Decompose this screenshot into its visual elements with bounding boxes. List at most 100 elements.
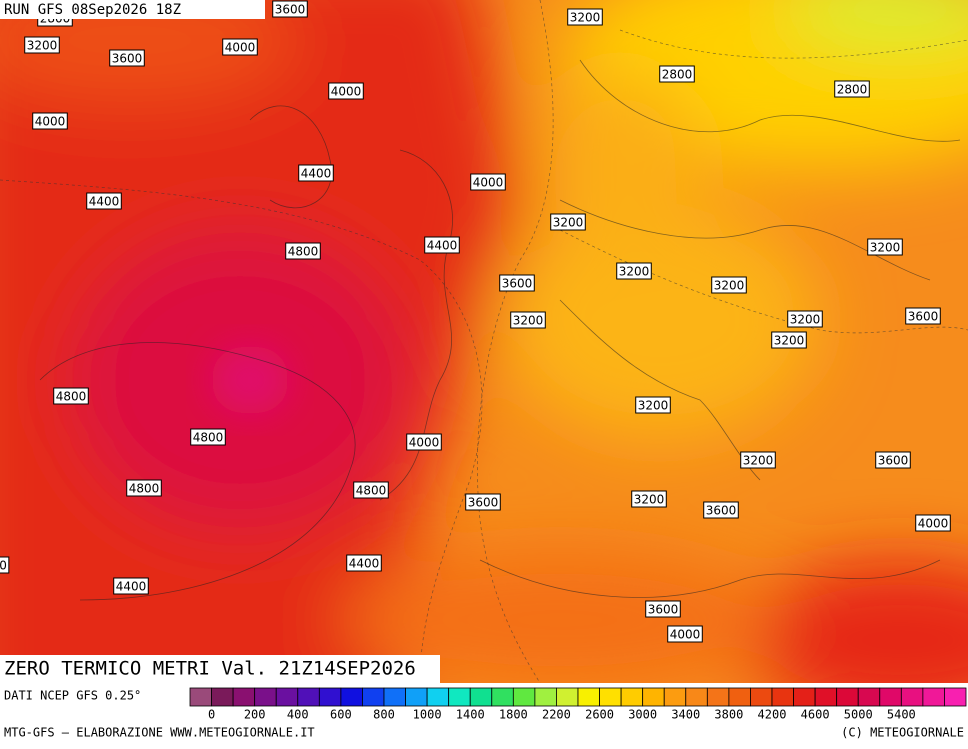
colorbar-label: 2200	[542, 708, 571, 722]
colorbar-swatch	[642, 687, 665, 707]
contour-label-box	[905, 307, 941, 325]
contour-label-text: 3200	[870, 241, 901, 255]
colorbar-label: 600	[330, 708, 352, 722]
contour-label-box	[465, 493, 501, 511]
colorbar-label: 3400	[671, 708, 700, 722]
contour-label-box	[470, 173, 506, 191]
colorbar-swatch	[599, 687, 622, 707]
contour-label-box	[126, 479, 162, 497]
contour-label: 3200	[635, 396, 671, 414]
colorbar-swatch	[750, 687, 773, 707]
contour-label-text: 3600	[502, 277, 533, 291]
contour-label: 4000	[915, 514, 951, 532]
contour-label-text: 4000	[670, 628, 701, 642]
colorbar-swatch	[211, 687, 234, 707]
colorbar-label: 4600	[801, 708, 830, 722]
contour-label: 4400	[298, 164, 334, 182]
footer-right: (C) METEOGIORNALE	[841, 726, 964, 740]
colorbar-swatch	[534, 687, 557, 707]
contour-label: 4400	[346, 554, 382, 572]
contour-label-text: 2800	[837, 83, 868, 97]
contour-label-box	[635, 396, 671, 414]
contour-label-text: 3200	[638, 399, 669, 413]
contour-label: 4000	[667, 625, 703, 643]
colorbar-swatch	[814, 687, 838, 707]
contour-label-text: 3200	[570, 11, 601, 25]
contour-label: 4400	[424, 236, 460, 254]
colorbar-swatch	[836, 687, 859, 707]
contour-label-box	[272, 0, 308, 18]
source: DATI NCEP GFS 0.25°	[4, 689, 141, 703]
contour-label: 3600	[272, 0, 308, 18]
contour-label-text: 4800	[129, 482, 160, 496]
contour-label-box	[86, 192, 122, 210]
contour-label-text: 4400	[349, 557, 380, 571]
contour-label-box	[771, 331, 807, 349]
contour-label-text: 4400	[301, 167, 332, 181]
contour-label-text: 0	[0, 559, 7, 573]
contour-label-text: 4000	[331, 85, 362, 99]
contour-label: 2800	[834, 80, 870, 98]
colorbar-label: 0	[208, 708, 215, 722]
colorbar-swatch	[405, 687, 428, 707]
contour-label-box	[32, 112, 68, 130]
colorbar-label: 400	[287, 708, 309, 722]
colorbar-swatch	[577, 687, 600, 707]
contour-label: 3600	[905, 307, 941, 325]
contour-label-box	[867, 238, 903, 256]
contour-label: 3200	[510, 311, 546, 329]
contour-label-text: 3600	[878, 454, 909, 468]
contour-label-text: 4400	[116, 580, 147, 594]
colorbar-swatch	[275, 687, 299, 707]
contour-label-text: 4000	[35, 115, 66, 129]
contour-label: 4400	[86, 192, 122, 210]
contour-label-box	[0, 556, 10, 574]
contour-label: 3600	[875, 451, 911, 469]
contour-label: 4800	[190, 428, 226, 446]
contour-label-text: 4400	[427, 239, 458, 253]
colorbar-label: 5400	[887, 708, 916, 722]
contour-label-box	[190, 428, 226, 446]
colorbar-swatch	[663, 687, 687, 707]
contour-label-text: 3600	[706, 504, 737, 518]
contour-label-box	[667, 625, 703, 643]
contour-label-text: 3600	[468, 496, 499, 510]
colorbar-swatch	[189, 687, 212, 707]
contour-label: 4000	[32, 112, 68, 130]
contour-label-text: 4000	[918, 517, 949, 531]
contour-label-box	[353, 481, 389, 499]
colorbar-label: 4200	[758, 708, 787, 722]
contour-label-box	[550, 213, 586, 231]
contour-label: 3200	[567, 8, 603, 26]
contour-label: 4000	[470, 173, 506, 191]
contour-label-text: 3200	[27, 39, 58, 53]
contour-label-text: 4800	[288, 245, 319, 259]
contour-label-box	[659, 65, 695, 83]
colorbar-label: 3000	[628, 708, 657, 722]
contour-label-text: 3600	[275, 3, 306, 17]
colorbar-label: 1400	[456, 708, 485, 722]
contour-label: 4800	[126, 479, 162, 497]
contour-label-text: 4800	[356, 484, 387, 498]
contour-label: 4000	[222, 38, 258, 56]
colorbar-swatch	[793, 687, 816, 707]
contour-label-text: 4800	[56, 390, 87, 404]
contour-label-text: 4400	[89, 195, 120, 209]
title-box	[0, 655, 440, 683]
colorbar-swatch	[556, 687, 579, 707]
colorbar-swatch	[944, 687, 967, 707]
contour-label: 3200	[24, 36, 60, 54]
contour-label-text: 4000	[409, 436, 440, 450]
contour-label: 3200	[771, 331, 807, 349]
colorbar-swatch	[512, 687, 536, 707]
contour-label-text: 3200	[513, 314, 544, 328]
contour-label-box	[285, 242, 321, 260]
contour-label: 3600	[703, 501, 739, 519]
colorbar-swatch	[448, 687, 471, 707]
colorbar-label: 1800	[499, 708, 528, 722]
colorbar-swatch	[857, 687, 881, 707]
colorbar-swatch	[685, 687, 708, 707]
contour-label: 3600	[465, 493, 501, 511]
colorbar-swatch	[297, 687, 320, 707]
contour-label: 4000	[328, 82, 364, 100]
